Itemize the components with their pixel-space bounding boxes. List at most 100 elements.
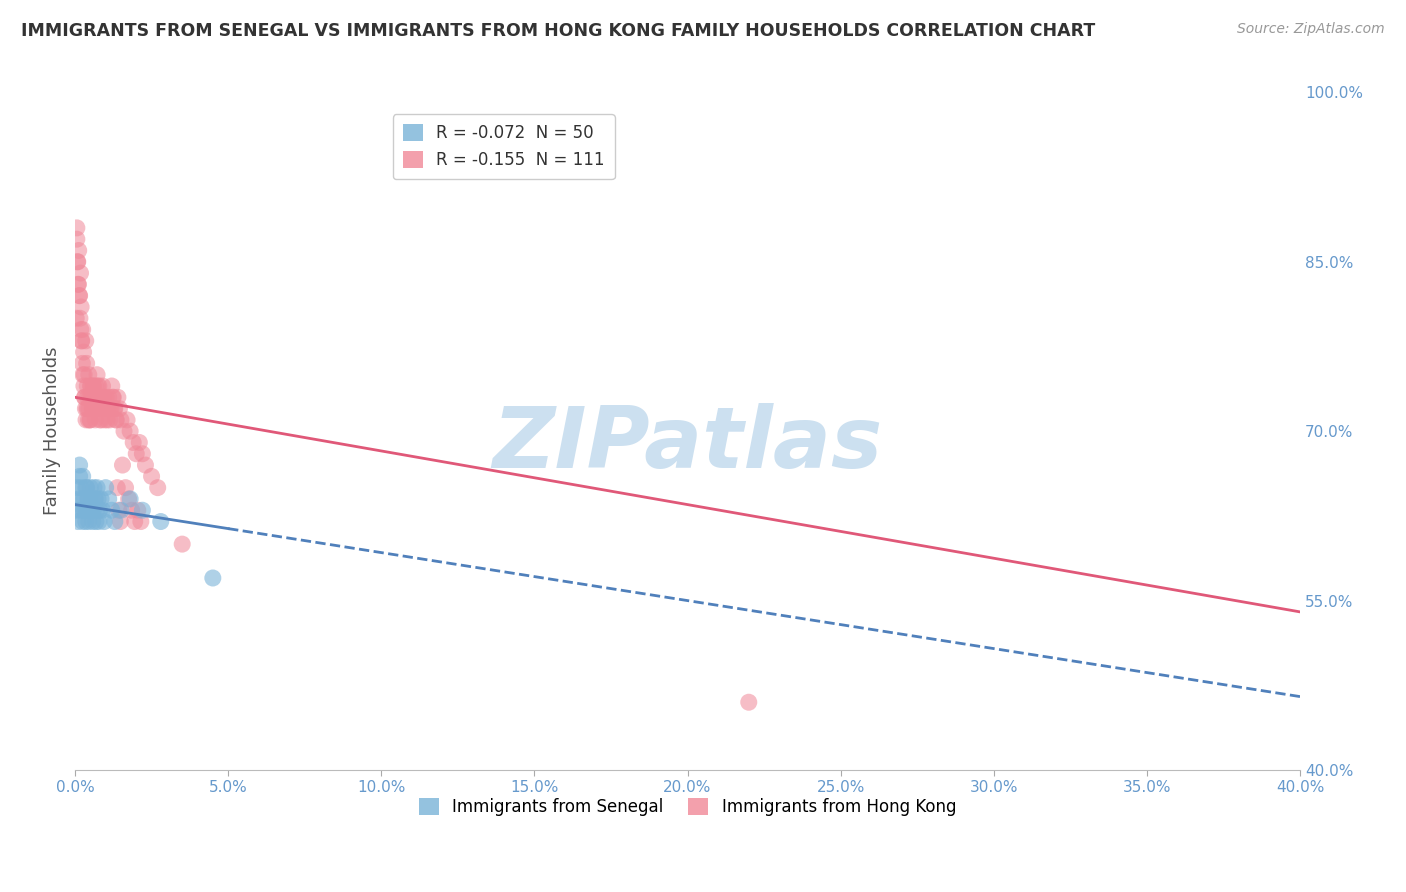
Point	[77, 515, 100, 529]
Point	[69, 266, 91, 280]
Point	[75, 413, 97, 427]
Point	[82, 401, 104, 416]
Y-axis label: Family Households: Family Households	[44, 347, 60, 516]
Point	[70, 300, 93, 314]
Point	[80, 390, 103, 404]
Point	[146, 481, 169, 495]
Point	[96, 413, 118, 427]
Point	[67, 491, 90, 506]
Text: IMMIGRANTS FROM SENEGAL VS IMMIGRANTS FROM HONG KONG FAMILY HOUSEHOLDS CORRELATI: IMMIGRANTS FROM SENEGAL VS IMMIGRANTS FR…	[21, 22, 1095, 40]
Point	[94, 481, 117, 495]
Point	[87, 401, 110, 416]
Point	[73, 368, 96, 382]
Point	[87, 515, 110, 529]
Point	[80, 379, 103, 393]
Point	[75, 401, 97, 416]
Point	[83, 401, 105, 416]
Point	[76, 481, 98, 495]
Point	[67, 277, 90, 292]
Point	[70, 491, 93, 506]
Point	[83, 390, 105, 404]
Point	[91, 379, 114, 393]
Point	[91, 401, 114, 416]
Point	[86, 379, 108, 393]
Point	[77, 491, 100, 506]
Point	[83, 481, 105, 495]
Point	[87, 379, 110, 393]
Point	[108, 401, 131, 416]
Point	[89, 401, 111, 416]
Point	[738, 695, 761, 709]
Point	[90, 401, 112, 416]
Point	[97, 491, 120, 506]
Point	[110, 503, 132, 517]
Point	[72, 368, 94, 382]
Point	[93, 390, 115, 404]
Point	[94, 401, 117, 416]
Point	[82, 401, 104, 416]
Point	[98, 413, 121, 427]
Point	[69, 458, 91, 472]
Point	[105, 413, 128, 427]
Point	[76, 390, 98, 404]
Point	[75, 481, 97, 495]
Point	[72, 345, 94, 359]
Point	[77, 368, 100, 382]
Point	[201, 571, 224, 585]
Point	[114, 481, 136, 495]
Point	[69, 469, 91, 483]
Point	[105, 481, 128, 495]
Point	[100, 379, 122, 393]
Point	[80, 390, 103, 404]
Point	[97, 401, 120, 416]
Point	[66, 254, 89, 268]
Point	[122, 435, 145, 450]
Point	[84, 401, 107, 416]
Point	[101, 390, 124, 404]
Point	[86, 390, 108, 404]
Point	[82, 379, 104, 393]
Point	[79, 413, 101, 427]
Point	[82, 379, 104, 393]
Point	[75, 515, 97, 529]
Point	[73, 503, 96, 517]
Point	[149, 515, 172, 529]
Point	[87, 390, 110, 404]
Point	[79, 390, 101, 404]
Point	[103, 390, 125, 404]
Point	[128, 435, 150, 450]
Point	[82, 503, 104, 517]
Point	[90, 401, 112, 416]
Point	[121, 503, 143, 517]
Point	[90, 413, 112, 427]
Point	[72, 322, 94, 336]
Point	[79, 481, 101, 495]
Point	[79, 413, 101, 427]
Point	[120, 491, 142, 506]
Point	[131, 503, 153, 517]
Point	[103, 401, 125, 416]
Point	[77, 401, 100, 416]
Point	[120, 424, 142, 438]
Point	[110, 413, 132, 427]
Point	[96, 390, 118, 404]
Point	[84, 491, 107, 506]
Point	[73, 390, 96, 404]
Point	[70, 334, 93, 348]
Point	[72, 515, 94, 529]
Point	[67, 288, 90, 302]
Point	[110, 515, 132, 529]
Point	[84, 379, 107, 393]
Point	[89, 413, 111, 427]
Point	[70, 481, 93, 495]
Point	[91, 503, 114, 517]
Point	[72, 469, 94, 483]
Point	[125, 447, 148, 461]
Point	[104, 413, 127, 427]
Point	[93, 515, 115, 529]
Point	[73, 379, 96, 393]
Point	[79, 503, 101, 517]
Point	[107, 390, 129, 404]
Point	[86, 368, 108, 382]
Point	[131, 447, 153, 461]
